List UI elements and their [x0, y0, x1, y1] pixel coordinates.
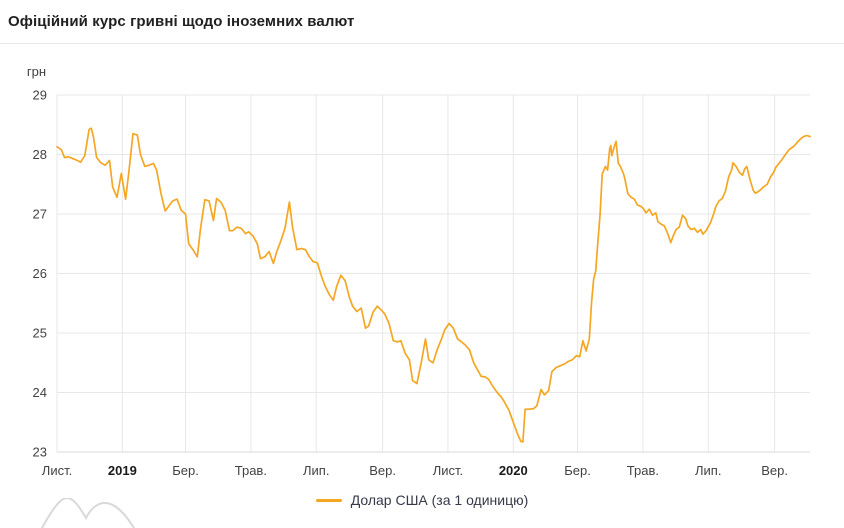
x-tick-label: Бер.	[172, 463, 199, 478]
y-gridlines	[57, 94, 810, 453]
header-divider	[0, 43, 844, 44]
y-tick-label: 29	[33, 88, 47, 103]
legend-item-usd[interactable]: Долар США (за 1 одиницю)	[315, 492, 529, 508]
x-tick-label: Бер.	[564, 463, 591, 478]
y-axis-unit-label: грн	[27, 64, 46, 79]
y-tick-label: 24	[33, 385, 47, 400]
x-tick-label: Вер.	[369, 463, 396, 478]
x-tick-label: Лип.	[303, 463, 329, 478]
y-tick-label: 27	[33, 207, 47, 222]
y-axis-labels: 29 28 27 26 25 24 23	[33, 88, 47, 460]
chart-header: Офіційний курс гривні щодо іноземних вал…	[0, 0, 844, 43]
legend-label: Долар США (за 1 одиницю)	[350, 492, 529, 508]
x-tick-label: Вер.	[761, 463, 788, 478]
y-tick-label: 26	[33, 266, 47, 281]
x-axis-labels: Лист. 2019 Бер. Трав. Лип. Вер. Лист. 2020 Бер. Т…	[42, 463, 788, 478]
x-tick-label: Лип.	[695, 463, 721, 478]
legend: Долар США (за 1 одиницю)	[0, 492, 844, 508]
x-tick-label: Лист.	[433, 463, 463, 478]
x-tick-year-label: 2020	[499, 463, 528, 478]
y-tick-label: 23	[33, 445, 47, 460]
mountains-logo-watermark	[41, 498, 135, 528]
x-tick-label: Трав.	[627, 463, 659, 478]
y-tick-label: 28	[33, 147, 47, 162]
x-tick-year-label: 2019	[108, 463, 137, 478]
x-tick-label: Лист.	[42, 463, 72, 478]
legend-line-swatch	[315, 498, 342, 502]
y-tick-label: 25	[33, 326, 47, 341]
x-tick-label: Трав.	[235, 463, 267, 478]
chart-title: Офіційний курс гривні щодо іноземних вал…	[8, 13, 355, 30]
usd-rate-series-line	[56, 127, 811, 443]
